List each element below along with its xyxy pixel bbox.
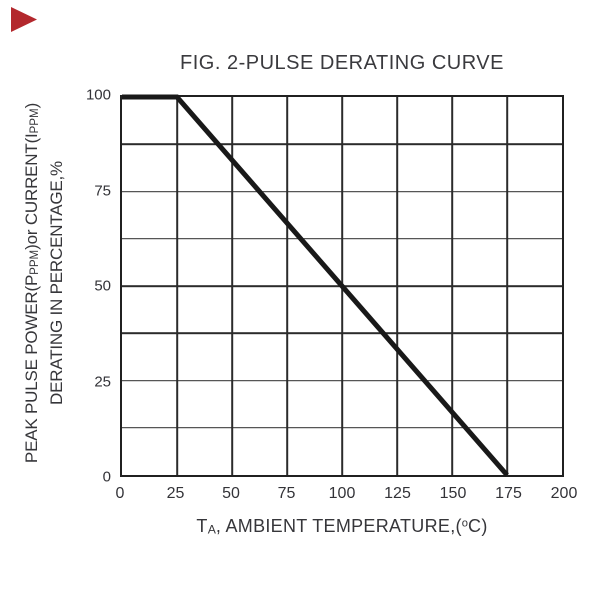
- x-tick-label: 200: [550, 485, 578, 502]
- chart-title: FIG. 2-PULSE DERATING CURVE: [180, 52, 504, 74]
- y-tick-label: 0: [102, 468, 111, 486]
- x-tick-label: 150: [439, 485, 467, 502]
- gridline-horizontal: [122, 379, 562, 382]
- gridline-horizontal: [122, 332, 562, 335]
- x-tick-label: 75: [277, 485, 296, 502]
- gridline-horizontal: [122, 190, 562, 193]
- red-triangle-logo-icon: [11, 7, 37, 32]
- x-axis-tick-labels: 0 25 50 75 100 125 150 175 200: [116, 485, 578, 507]
- y-tick-label: 25: [94, 373, 111, 390]
- x-tick-label: 125: [384, 485, 411, 502]
- x-tick-label: 0: [115, 485, 125, 502]
- x-label-text: , AMBIENT TEMPERATURE,(: [215, 516, 462, 536]
- gridline-horizontal: [122, 426, 562, 429]
- red-triangle-shape: [11, 7, 37, 32]
- gridline-horizontal: [122, 143, 562, 146]
- x-tick-label: 100: [328, 485, 356, 502]
- derating-curve-line: [122, 97, 562, 475]
- y-tick-label: 75: [94, 182, 111, 199]
- x-label-subscript-a: A: [207, 522, 216, 537]
- x-tick-label: 175: [495, 485, 522, 502]
- x-tick-label: 25: [166, 485, 185, 502]
- y-tick-label: 50: [94, 277, 111, 295]
- y-tick-label: 100: [85, 86, 111, 104]
- x-label-text: T: [196, 516, 208, 536]
- x-label-degree-symbol: o: [461, 517, 469, 530]
- derating-curve-polyline: [122, 97, 507, 475]
- x-label-text: C): [468, 516, 488, 536]
- x-tick-label: 50: [222, 485, 240, 502]
- y-axis-tick-labels: 100 75 50 25 0: [0, 87, 111, 486]
- x-axis-label: TA, AMBIENT TEMPERATURE,(oC): [100, 516, 584, 537]
- plot-area: [120, 95, 564, 477]
- gridline-horizontal: [122, 237, 562, 240]
